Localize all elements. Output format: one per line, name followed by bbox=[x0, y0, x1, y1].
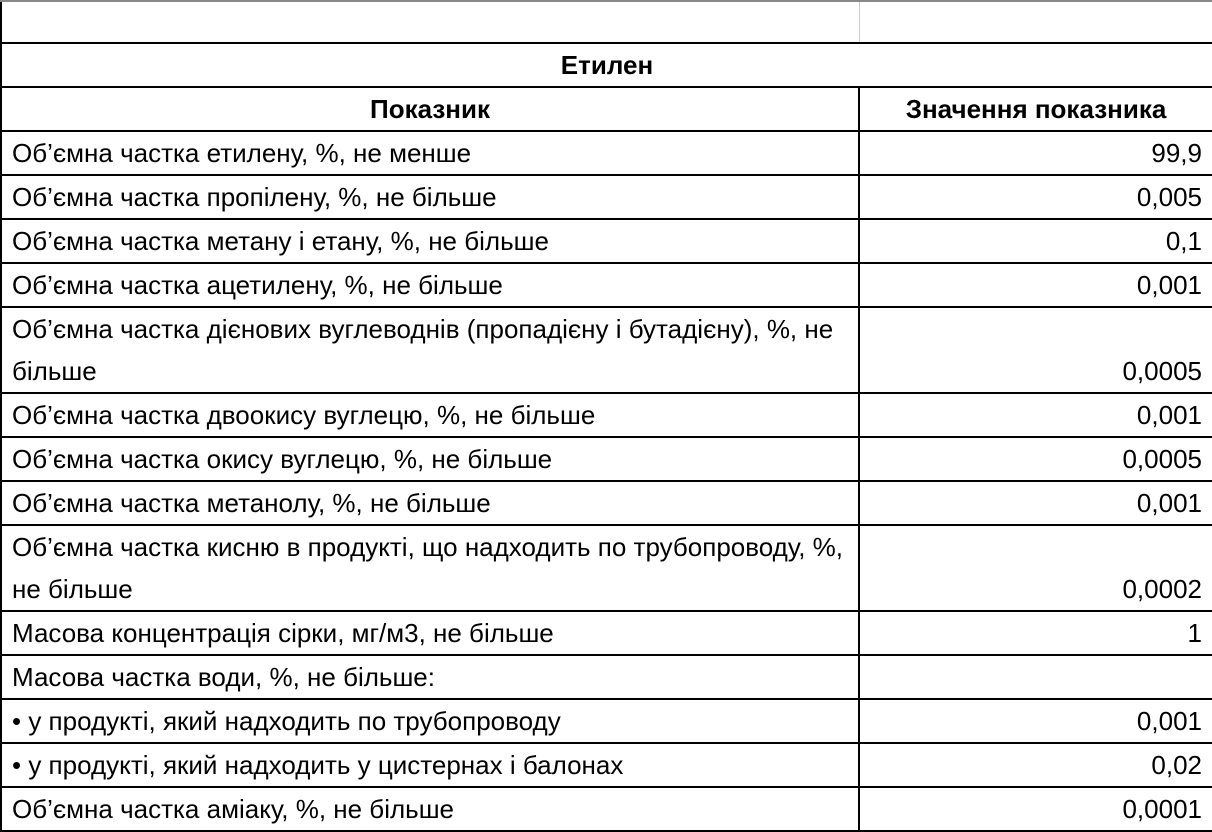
value-cell[interactable]: 99,9 bbox=[858, 130, 1212, 176]
indicator-cell[interactable]: Об’ємна частка метанолу, %, не більше bbox=[0, 480, 860, 526]
empty-cell[interactable] bbox=[0, 0, 860, 44]
table-row: Масова концентрація сірки, мг/м3, не біл… bbox=[0, 610, 1212, 656]
table-row: Об’ємна частка кисню в продукті, що надх… bbox=[0, 524, 1212, 612]
title-row: Етилен bbox=[0, 42, 1212, 88]
table-row: Об’ємна частка окису вуглецю, %, не біль… bbox=[0, 436, 1212, 482]
header-row: Показник Значення показника bbox=[0, 86, 1212, 132]
empty-row bbox=[0, 0, 1212, 44]
value-cell[interactable]: 0,001 bbox=[858, 698, 1212, 744]
table-row: Об’ємна частка метану і етану, %, не біл… bbox=[0, 218, 1212, 264]
header-indicator[interactable]: Показник bbox=[0, 86, 860, 132]
empty-cell[interactable] bbox=[858, 0, 1212, 44]
table-row: • у продукті, який надходить у цистернах… bbox=[0, 742, 1212, 788]
table-row: Об’ємна частка пропілену, %, не більше 0,… bbox=[0, 174, 1212, 220]
indicator-cell[interactable]: Об’ємна частка двоокису вуглецю, %, не б… bbox=[0, 392, 860, 438]
indicator-cell[interactable]: Масова частка води, %, не більше: bbox=[0, 654, 860, 700]
table-row: Об’ємна частка етилену, %, не менше 99,9 bbox=[0, 130, 1212, 176]
indicator-cell[interactable]: Об’ємна частка пропілену, %, не більше bbox=[0, 174, 860, 220]
indicator-cell[interactable]: Об’ємна частка етилену, %, не менше bbox=[0, 130, 860, 176]
table-row: Об’ємна частка ацетилену, %, не більше 0,… bbox=[0, 262, 1212, 308]
value-cell[interactable]: 0,0001 bbox=[858, 786, 1212, 832]
value-cell[interactable]: 1 bbox=[858, 610, 1212, 656]
indicator-cell[interactable]: • у продукті, який надходить по трубопро… bbox=[0, 698, 860, 744]
value-cell[interactable]: 0,001 bbox=[858, 262, 1212, 308]
header-value[interactable]: Значення показника bbox=[858, 86, 1212, 132]
value-cell[interactable]: 0,0002 bbox=[858, 524, 1212, 612]
table-row: Об’ємна частка дієнових вуглеводнів (про… bbox=[0, 306, 1212, 394]
indicator-cell[interactable]: Об’ємна частка ацетилену, %, не більше bbox=[0, 262, 860, 308]
table-row: • у продукті, який надходить по трубопро… bbox=[0, 698, 1212, 744]
value-cell[interactable]: 0,0005 bbox=[858, 436, 1212, 482]
indicator-cell[interactable]: Масова концентрація сірки, мг/м3, не біл… bbox=[0, 610, 860, 656]
table-title[interactable]: Етилен bbox=[0, 42, 1212, 88]
indicator-cell[interactable]: Об’ємна частка аміаку, %, не більше bbox=[0, 786, 860, 832]
value-cell[interactable]: 0,02 bbox=[858, 742, 1212, 788]
indicator-cell[interactable]: Об’ємна частка метану і етану, %, не біл… bbox=[0, 218, 860, 264]
table-row: Об’ємна частка метанолу, %, не більше 0,0… bbox=[0, 480, 1212, 526]
value-cell[interactable]: 0,005 bbox=[858, 174, 1212, 220]
value-cell[interactable]: 0,001 bbox=[858, 392, 1212, 438]
table-row: Об’ємна частка двоокису вуглецю, %, не б… bbox=[0, 392, 1212, 438]
table-row: Масова частка води, %, не більше: bbox=[0, 654, 1212, 700]
indicator-cell[interactable]: Об’ємна частка окису вуглецю, %, не біль… bbox=[0, 436, 860, 482]
value-cell[interactable] bbox=[858, 654, 1212, 700]
indicator-cell[interactable]: • у продукті, який надходить у цистернах… bbox=[0, 742, 860, 788]
indicator-cell[interactable]: Об’ємна частка дієнових вуглеводнів (про… bbox=[0, 306, 860, 394]
indicator-cell[interactable]: Об’ємна частка кисню в продукті, що надх… bbox=[0, 524, 860, 612]
value-cell[interactable]: 0,0005 bbox=[858, 306, 1212, 394]
value-cell[interactable]: 0,001 bbox=[858, 480, 1212, 526]
value-cell[interactable]: 0,1 bbox=[858, 218, 1212, 264]
table-row: Об’ємна частка аміаку, %, не більше 0,000… bbox=[0, 786, 1212, 832]
